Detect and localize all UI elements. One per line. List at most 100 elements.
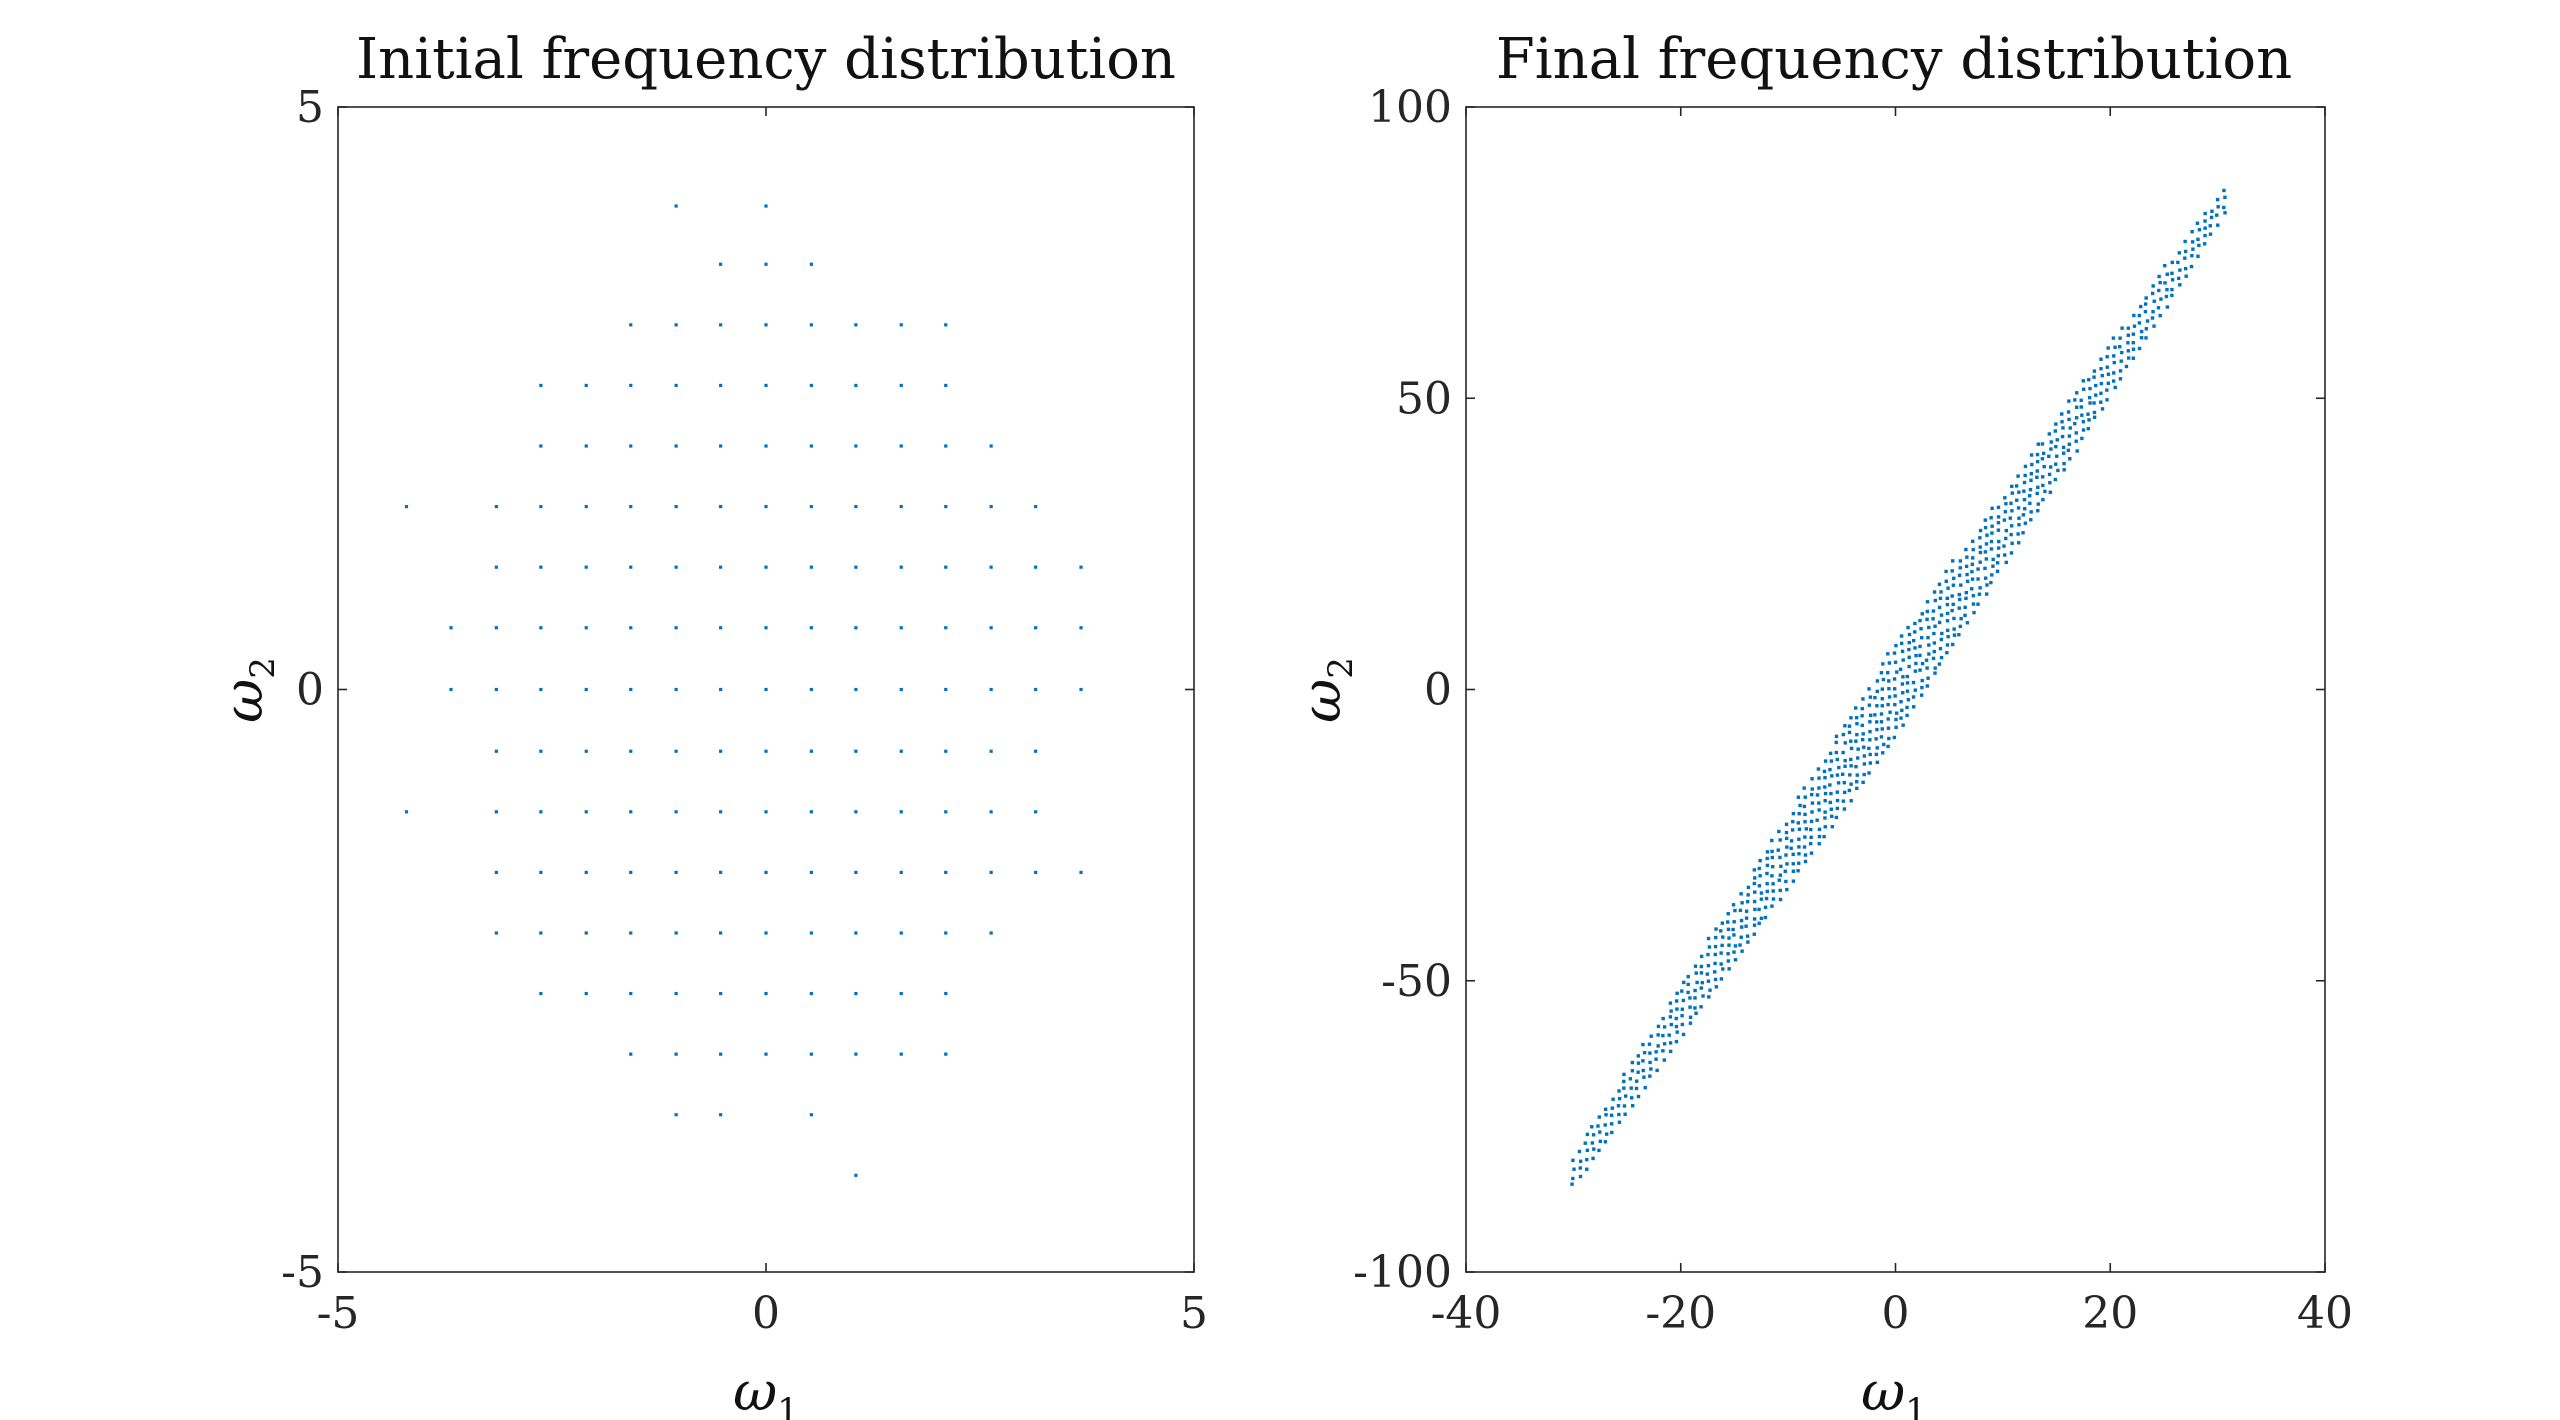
scatter-point bbox=[1914, 661, 1918, 666]
scatter-point bbox=[1849, 739, 1853, 743]
scatter-point bbox=[809, 323, 813, 327]
scatter-point bbox=[1978, 536, 1982, 540]
scatter-point bbox=[1919, 693, 1924, 697]
scatter-point bbox=[1688, 1005, 1692, 1009]
scatter-point bbox=[1937, 582, 1942, 587]
scatter-point bbox=[2113, 345, 2117, 349]
scatter-point bbox=[1771, 897, 1776, 901]
scatter-point bbox=[1708, 988, 1712, 992]
scatter-point bbox=[1840, 772, 1845, 776]
scatter-point bbox=[899, 810, 903, 814]
scatter-point bbox=[1622, 1079, 1626, 1084]
scatter-point bbox=[1925, 617, 1929, 622]
y-axis-label: ω2 bbox=[212, 657, 283, 723]
scatter-point bbox=[1862, 762, 1867, 766]
scatter-point bbox=[2106, 381, 2111, 385]
scatter-point bbox=[2094, 393, 2098, 397]
scatter-point bbox=[1868, 752, 1872, 757]
scatter-point bbox=[1732, 950, 1736, 954]
scatter-point bbox=[1726, 952, 1730, 956]
scatter-point bbox=[1706, 979, 1711, 983]
scatter-point bbox=[1834, 750, 1839, 755]
scatter-point bbox=[584, 991, 588, 996]
scatter-point bbox=[1964, 596, 1968, 601]
scatter-point bbox=[1823, 759, 1828, 763]
scatter-point bbox=[1905, 674, 1910, 679]
scatter-point bbox=[1925, 600, 1930, 604]
scatter-point bbox=[1680, 1007, 1685, 1011]
scatter-point bbox=[1770, 849, 1774, 854]
scatter-point bbox=[944, 323, 948, 327]
scatter-point bbox=[1591, 1156, 1595, 1161]
y-tick-label: -100 bbox=[1353, 1247, 1452, 1298]
scatter-point bbox=[1779, 864, 1783, 869]
scatter-point bbox=[1971, 602, 1976, 606]
scatter-point bbox=[1604, 1132, 1609, 1136]
scatter-point bbox=[1964, 590, 1969, 595]
scatter-point bbox=[1963, 613, 1967, 618]
scatter-point bbox=[1951, 583, 1956, 587]
scatter-point bbox=[1894, 717, 1898, 722]
scatter-point bbox=[719, 444, 723, 448]
scatter-point bbox=[1810, 792, 1814, 797]
scatter-point bbox=[2099, 400, 2103, 404]
scatter-point bbox=[1887, 686, 1891, 691]
scatter-point bbox=[1636, 1070, 1640, 1074]
scatter-point bbox=[854, 870, 858, 875]
scatter-point bbox=[1900, 649, 1905, 654]
scatter-point bbox=[1713, 952, 1717, 957]
scatter-point bbox=[1996, 515, 2001, 519]
scatter-point bbox=[2067, 417, 2071, 422]
scatter-point bbox=[1920, 661, 1925, 666]
scatter-point bbox=[2041, 497, 2045, 502]
scatter-point bbox=[1649, 1067, 1653, 1071]
scatter-point bbox=[1738, 908, 1743, 913]
scatter-point bbox=[1957, 597, 1962, 602]
scatter-point bbox=[1944, 569, 1948, 574]
scatter-point bbox=[1989, 539, 1994, 544]
scatter-point bbox=[1828, 783, 1832, 787]
scatter-point bbox=[2163, 281, 2167, 285]
scatter-point bbox=[764, 444, 768, 448]
scatter-point bbox=[1770, 855, 1774, 860]
scatter-point bbox=[1585, 1148, 1590, 1152]
scatter-point bbox=[1688, 996, 1692, 1000]
scatter-point bbox=[1983, 566, 1987, 571]
scatter-point bbox=[1784, 830, 1789, 835]
scatter-point bbox=[1914, 653, 1918, 658]
scatter-point bbox=[1918, 644, 1922, 649]
scatter-point bbox=[2022, 497, 2027, 502]
scatter-point bbox=[1752, 932, 1756, 936]
scatter-point bbox=[764, 323, 768, 327]
scatter-point bbox=[1714, 935, 1718, 940]
scatter-point bbox=[1816, 767, 1821, 771]
scatter-point bbox=[1763, 915, 1768, 920]
scatter-point bbox=[1789, 846, 1793, 850]
scatter-point bbox=[2157, 274, 2161, 279]
scatter-point bbox=[1611, 1097, 1615, 1101]
scatter-point bbox=[1597, 1148, 1601, 1153]
scatter-point bbox=[1585, 1157, 1589, 1162]
scatter-point bbox=[1933, 598, 1937, 603]
scatter-point bbox=[899, 931, 903, 935]
scatter-point bbox=[2048, 480, 2052, 485]
scatter-point bbox=[1661, 1016, 1665, 1021]
scatter-point bbox=[2126, 326, 2131, 330]
scatter-point bbox=[1868, 761, 1873, 765]
scatter-point bbox=[1868, 720, 1872, 724]
scatter-point bbox=[809, 991, 813, 996]
scatter-point bbox=[1983, 576, 1988, 580]
scatter-point bbox=[1913, 630, 1917, 634]
scatter-point bbox=[2068, 426, 2072, 430]
scatter-point bbox=[1770, 874, 1774, 878]
scatter-point bbox=[1899, 716, 1903, 720]
scatter-point bbox=[1034, 870, 1038, 875]
scatter-point bbox=[2178, 268, 2182, 272]
scatter-point bbox=[1893, 660, 1898, 664]
scatter-point bbox=[1744, 909, 1749, 913]
scatter-point bbox=[1875, 679, 1880, 683]
scatter-point bbox=[1746, 940, 1750, 944]
scatter-point bbox=[539, 626, 543, 630]
scatter-point bbox=[1783, 869, 1788, 874]
scatter-point bbox=[1654, 1050, 1658, 1054]
